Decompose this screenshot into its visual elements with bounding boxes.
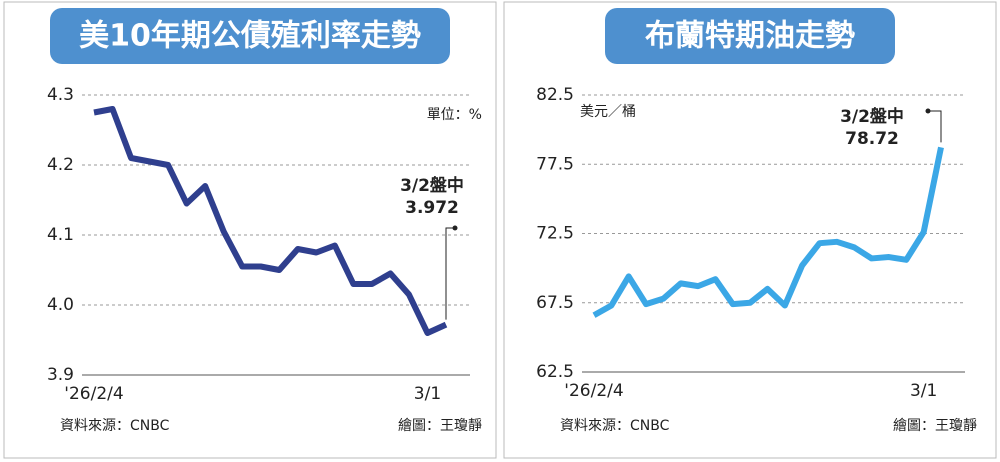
- chart-title: 布蘭特期油走勢: [645, 19, 855, 54]
- data-line: [592, 146, 944, 318]
- title-pill: [50, 8, 450, 64]
- unit-label: 單位：%: [427, 107, 482, 123]
- y-tick-label: 77.5: [536, 154, 574, 174]
- y-tick-label: 4.0: [47, 295, 74, 315]
- source: 資料來源：CNBC: [60, 418, 170, 434]
- y-tick-label: 67.5: [536, 293, 574, 313]
- y-tick-label: 82.5: [536, 85, 574, 105]
- y-tick-label: 3.9: [47, 365, 74, 385]
- y-tick-label: 4.1: [47, 225, 74, 245]
- title-pill: [605, 8, 895, 64]
- x-tick-label: 3/1: [414, 384, 441, 404]
- x-tick-label: '26/2/4: [564, 381, 623, 401]
- y-tick-label: 4.2: [47, 155, 74, 175]
- annotation: 3/2盤中: [840, 106, 904, 127]
- credit: 繪圖：王瓊靜: [893, 417, 977, 434]
- panel-frame: [503, 1, 997, 459]
- source: 資料來源：CNBC: [560, 418, 670, 434]
- y-tick-label: 62.5: [536, 362, 574, 382]
- annotation-leader: [928, 110, 942, 143]
- credit: 繪圖：王瓊靜: [398, 417, 482, 434]
- y-tick-label: 4.3: [47, 85, 74, 105]
- x-tick-label: '26/2/4: [64, 384, 123, 404]
- x-tick-label: 3/1: [910, 381, 937, 401]
- annotation: 3/2盤中: [400, 175, 464, 196]
- annotation-leader: [445, 227, 455, 320]
- chart-title: 美10年期公債殖利率走勢: [79, 19, 421, 54]
- data-line: [93, 106, 448, 336]
- value-label: 78.72: [845, 129, 899, 149]
- y-tick-label: 72.5: [536, 224, 574, 244]
- unit-label: 美元／桶: [580, 104, 636, 120]
- panel-frame: [3, 1, 497, 459]
- value-label: 3.972: [405, 198, 459, 218]
